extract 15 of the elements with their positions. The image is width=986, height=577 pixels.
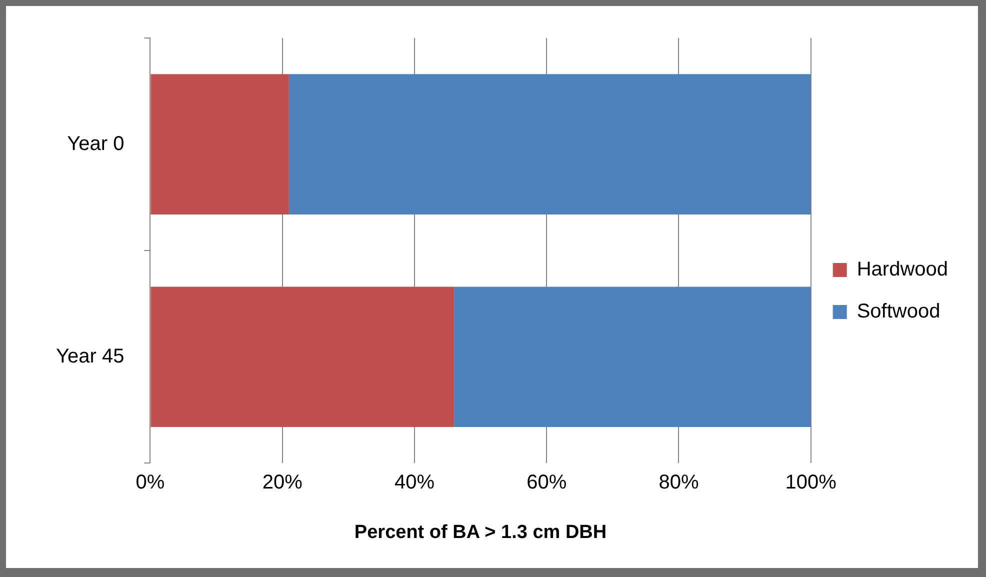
bar (288, 74, 811, 214)
y-tick-label: Year 0 (67, 132, 124, 155)
bar (454, 286, 811, 428)
x-tick-label: 40% (394, 472, 435, 494)
x-axis-title: Percent of BA > 1.3 cm DBH (354, 522, 607, 543)
x-tick-label: 100% (785, 472, 837, 494)
legend-label: Hardwood (856, 258, 948, 281)
y-tick-label: Year 45 (56, 345, 124, 368)
bar (150, 74, 289, 214)
x-tick-label: 20% (262, 472, 303, 494)
bar (150, 286, 454, 428)
x-tick-label: 60% (526, 472, 567, 494)
legend-label: Softwood (856, 300, 940, 323)
x-tick-label: 80% (658, 472, 699, 494)
x-tick-label: 0% (136, 472, 165, 494)
